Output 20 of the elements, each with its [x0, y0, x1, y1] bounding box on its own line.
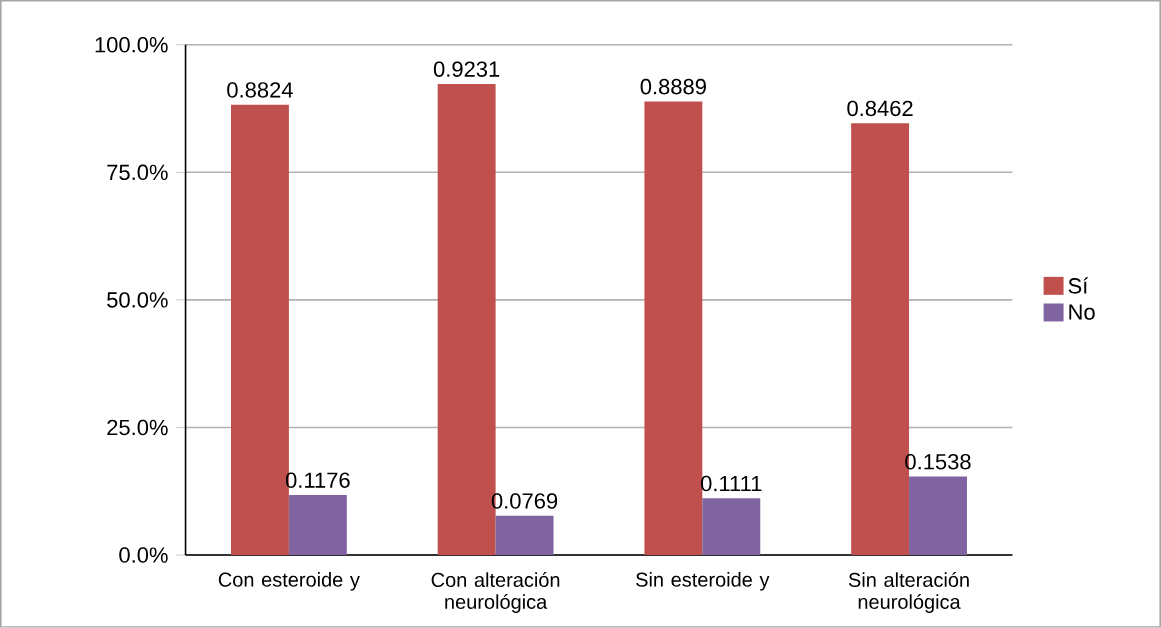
- y-tick-label: 25.0%: [107, 419, 168, 436]
- bar: [495, 515, 554, 556]
- x-tick-label: Sin alteración neurológica: [848, 572, 969, 614]
- data-label: 0.8889: [640, 78, 706, 95]
- bar: [644, 101, 703, 556]
- data-label: 0.8462: [847, 100, 913, 117]
- bar: [288, 495, 347, 556]
- y-tick-label: 75.0%: [107, 164, 168, 181]
- legend-label: No: [1069, 304, 1095, 320]
- legend-label: Sí: [1068, 277, 1089, 294]
- x-tick-label: Con alteración neurológica: [431, 572, 560, 614]
- y-tick-label: 100.0%: [95, 37, 168, 53]
- bar: [909, 476, 967, 556]
- data-label: 0.8824: [227, 82, 293, 98]
- x-tick-label: Con esteroide y: [218, 572, 360, 591]
- bar: [702, 498, 761, 556]
- x-tick-label: Sin esteroide y: [636, 572, 770, 591]
- y-tick-label: 50.0%: [107, 292, 168, 308]
- y-tick-label: 0.0%: [119, 547, 168, 563]
- data-label: 0.9231: [433, 61, 500, 78]
